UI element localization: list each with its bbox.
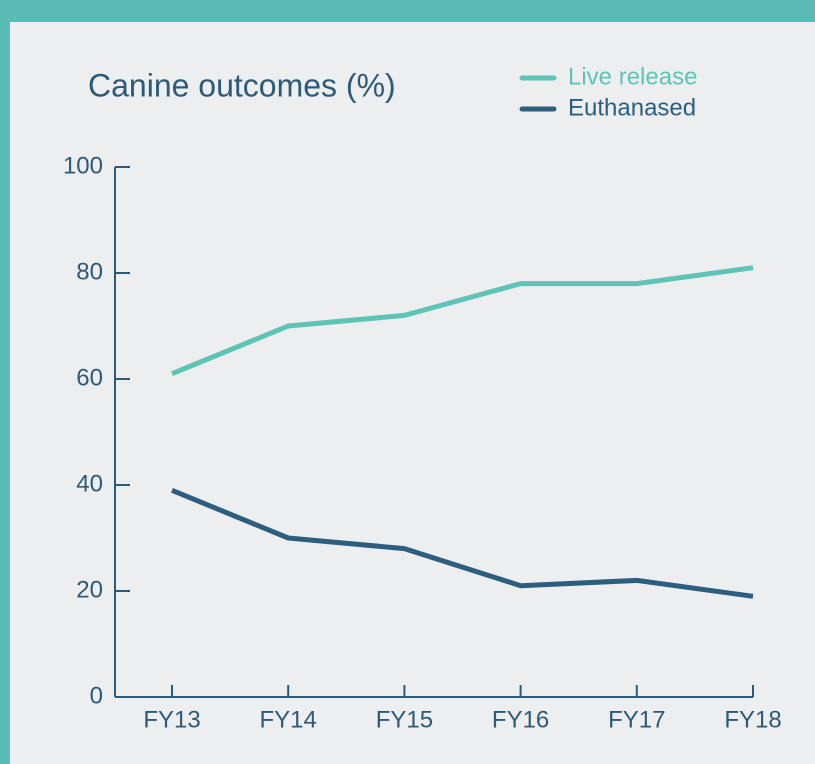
chart-title: Canine outcomes (%) xyxy=(88,67,396,103)
panel xyxy=(10,22,815,764)
y-tick-label: 100 xyxy=(63,152,103,179)
x-tick-label: FY18 xyxy=(724,706,781,733)
y-tick-label: 40 xyxy=(76,470,103,497)
legend-label: Euthanased xyxy=(568,94,696,121)
x-tick-label: FY16 xyxy=(492,706,549,733)
x-tick-label: FY13 xyxy=(143,706,200,733)
y-tick-label: 60 xyxy=(76,364,103,391)
x-tick-label: FY17 xyxy=(608,706,665,733)
x-tick-label: FY14 xyxy=(260,706,317,733)
y-tick-label: 0 xyxy=(90,682,103,709)
line xyxy=(171,487,754,599)
legend-label: Live release xyxy=(568,63,697,90)
y-tick-label: 20 xyxy=(76,576,103,603)
line xyxy=(171,265,754,377)
y-tick-label: 80 xyxy=(76,258,103,285)
x-tick-label: FY15 xyxy=(376,706,433,733)
